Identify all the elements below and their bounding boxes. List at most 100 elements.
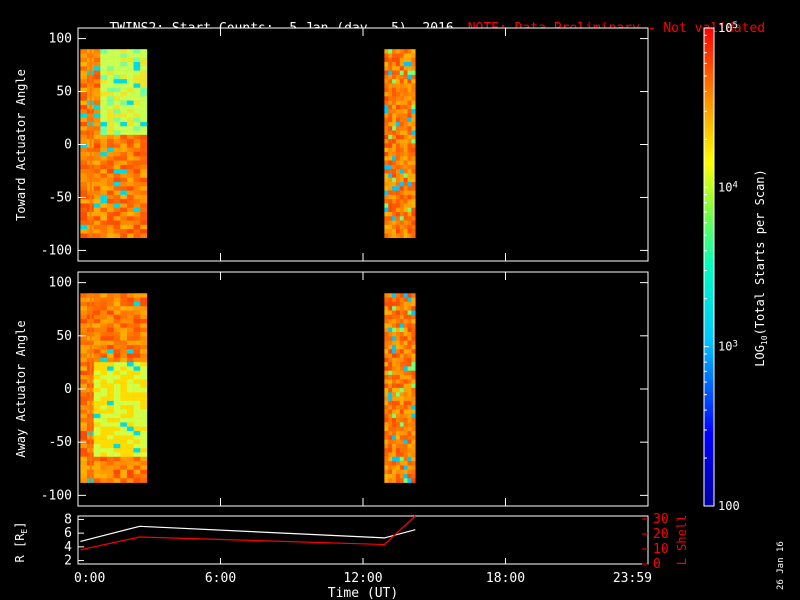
heatmap-cell (140, 336, 148, 341)
heatmap-cell (411, 461, 416, 466)
heatmap-cell (411, 478, 416, 483)
heatmap-cell (120, 349, 128, 354)
heatmap-cell (411, 422, 416, 427)
heatmap-cell (395, 383, 401, 389)
heatmap-cell (399, 177, 404, 183)
heatmap-cell (403, 383, 408, 389)
heatmap-cell (411, 143, 416, 149)
heatmap-cell (140, 306, 148, 311)
heatmap-cell (384, 169, 389, 174)
heatmap-cell (120, 100, 128, 106)
heatmap-cell (120, 314, 128, 320)
heatmap-cell (100, 70, 108, 76)
heatmap-cell (403, 79, 408, 84)
heatmap-cell (407, 418, 412, 423)
heatmap-cell (100, 306, 108, 311)
heatmap-cell (399, 139, 404, 144)
heatmap-cell (403, 134, 408, 140)
heatmap-cell (384, 478, 389, 483)
heatmap-cell (100, 418, 108, 423)
heatmap-cell (392, 104, 397, 110)
heatmap-cell (384, 400, 389, 406)
heatmap-cell (120, 379, 128, 384)
heatmap-cell (120, 332, 128, 337)
heatmap-cell (407, 473, 412, 479)
heatmap-cell (411, 370, 416, 376)
heatmap-cell (403, 448, 408, 453)
heatmap-cell (140, 57, 148, 63)
heatmap-cell (133, 139, 141, 144)
heatmap-cell (407, 383, 412, 389)
heatmap-cell (113, 207, 121, 213)
heatmap-cell (392, 57, 397, 63)
heatmap-cell (392, 186, 397, 191)
heatmap-cell (392, 211, 397, 217)
heatmap-cell (399, 366, 404, 372)
heatmap-cell (126, 122, 134, 127)
heatmap-cell (133, 456, 141, 462)
heatmap-cell (133, 70, 141, 76)
heatmap-cell (126, 117, 134, 123)
heatmap-cell (93, 203, 101, 208)
toward-ylabel: Toward Actuator Angle (14, 69, 28, 221)
heatmap-cell (407, 207, 412, 213)
heatmap-cell (93, 293, 101, 298)
heatmap-cell (392, 220, 397, 226)
heatmap-cell (80, 465, 88, 470)
heatmap-cell (113, 413, 121, 419)
heatmap-cell (403, 139, 408, 144)
heatmap-cell (384, 362, 389, 367)
heatmap-cell (403, 379, 408, 384)
heatmap-cell (106, 379, 114, 384)
heatmap-cell (106, 439, 114, 445)
heatmap-cell (113, 53, 121, 59)
heatmap-cell (403, 49, 408, 54)
heatmap-cell (399, 297, 404, 303)
heatmap-cell (388, 422, 393, 427)
heatmap-cell (384, 207, 389, 213)
heatmap-cell (100, 379, 108, 384)
heatmap-cell (113, 383, 121, 389)
heatmap-cell (403, 319, 408, 324)
heatmap-cell (140, 70, 148, 76)
heatmap-cell (80, 74, 88, 80)
heatmap-cell (113, 203, 121, 208)
heatmap-cell (388, 57, 393, 63)
heatmap-cell (403, 87, 408, 93)
heatmap-cell (388, 220, 393, 226)
heatmap-cell (126, 211, 134, 217)
heatmap-cell (392, 370, 397, 376)
heatmap-cell (106, 134, 114, 140)
heatmap-cell (411, 353, 416, 359)
heatmap-cell (403, 293, 408, 298)
heatmap-cell (100, 456, 108, 462)
heatmap-cell (93, 332, 101, 337)
heatmap-cell (120, 465, 128, 470)
heatmap-cell (133, 413, 141, 419)
heatmap-cell (392, 310, 397, 316)
heatmap-cell (395, 96, 401, 101)
away-data-blocks (80, 293, 416, 483)
heatmap-cell (411, 340, 416, 346)
heatmap-cell (403, 152, 408, 157)
heatmap-cell (113, 430, 121, 436)
heatmap-cell (395, 92, 401, 97)
heatmap-cell (407, 478, 412, 483)
heatmap-cell (106, 186, 114, 191)
heatmap-cell (120, 96, 128, 101)
heatmap-cell (403, 190, 408, 196)
heatmap-cell (399, 452, 404, 458)
heatmap-cell (133, 357, 141, 363)
heatmap-cell (100, 207, 108, 213)
heatmap-cell (80, 452, 88, 458)
heatmap-cell (407, 439, 412, 445)
heatmap-cell (133, 383, 141, 389)
heatmap-cell (407, 461, 412, 466)
heatmap-cell (93, 301, 101, 307)
heatmap-cell (80, 323, 88, 328)
heatmap-cell (395, 233, 401, 238)
heatmap-cell (100, 387, 108, 393)
heatmap-cell (395, 49, 401, 54)
heatmap-cell (93, 375, 101, 380)
